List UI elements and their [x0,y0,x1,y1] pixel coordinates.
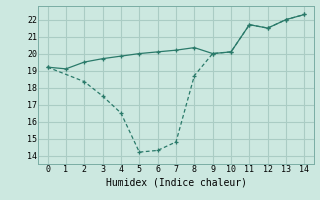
X-axis label: Humidex (Indice chaleur): Humidex (Indice chaleur) [106,177,246,187]
